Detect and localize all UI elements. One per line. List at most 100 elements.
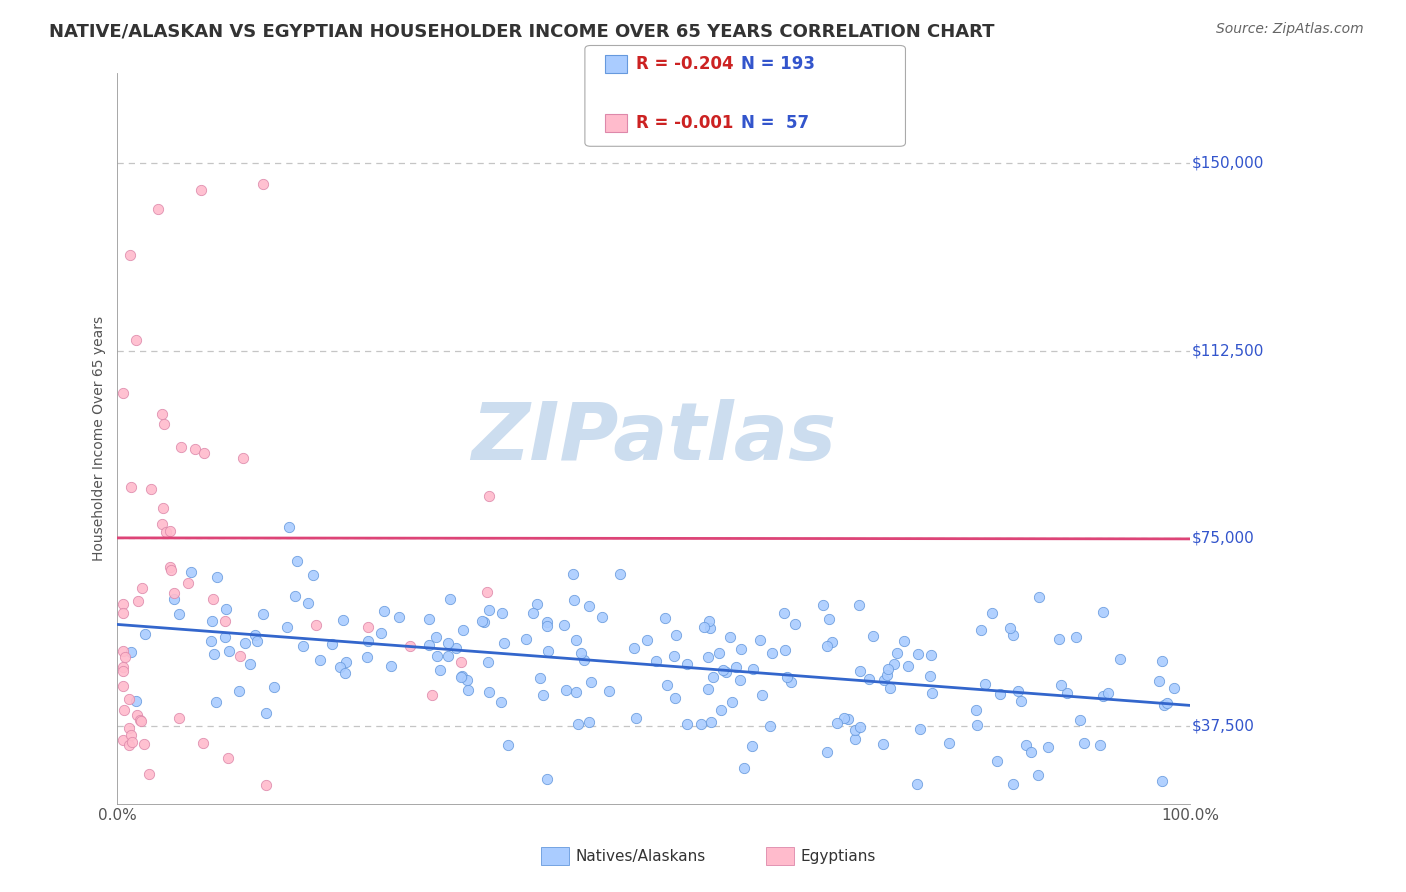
Text: R = -0.001: R = -0.001 (636, 114, 733, 132)
Point (980, 606, 1002, 620)
Point (697, 614, 720, 628)
Point (329, 660, 352, 674)
Point (232, 450, 254, 465)
Point (228, 684, 250, 698)
Point (202, 648, 225, 662)
Point (844, 723, 866, 737)
Point (127, 708, 149, 723)
Point (1056, 686, 1078, 700)
Point (218, 644, 240, 658)
Point (233, 636, 256, 650)
Point (159, 524, 181, 538)
Point (742, 662, 765, 676)
Point (537, 644, 560, 658)
Point (1064, 631, 1087, 645)
Point (418, 611, 440, 625)
Point (138, 766, 160, 780)
Point (284, 589, 307, 603)
Point (907, 647, 929, 661)
Text: $37,500: $37,500 (1192, 719, 1256, 733)
Point (759, 718, 782, 732)
Point (254, 706, 277, 720)
Point (478, 489, 501, 503)
Point (111, 664, 134, 678)
Text: $112,500: $112,500 (1192, 343, 1264, 359)
Point (702, 670, 724, 684)
Point (965, 703, 987, 717)
Point (1073, 736, 1095, 750)
Point (180, 565, 202, 579)
Point (837, 712, 859, 726)
Point (111, 733, 134, 747)
Point (699, 621, 721, 635)
Point (1147, 674, 1170, 689)
Point (120, 645, 142, 659)
Point (159, 560, 181, 574)
Point (676, 717, 699, 731)
Point (118, 248, 141, 262)
Point (748, 632, 770, 647)
Point (564, 632, 586, 647)
Point (472, 615, 495, 630)
Point (456, 673, 478, 688)
Point (202, 592, 225, 607)
Point (1021, 745, 1043, 759)
Text: Egyptians: Egyptians (800, 849, 876, 863)
Point (773, 643, 796, 657)
Point (662, 648, 685, 663)
Point (1038, 739, 1060, 754)
Point (287, 554, 309, 568)
Point (333, 666, 356, 681)
Point (193, 445, 215, 459)
Point (876, 668, 898, 682)
Point (335, 656, 357, 670)
Point (751, 688, 773, 702)
Point (439, 591, 461, 606)
Point (437, 636, 460, 650)
Point (263, 680, 285, 694)
Point (127, 594, 149, 608)
Text: $150,000: $150,000 (1192, 155, 1264, 170)
Point (239, 657, 262, 671)
Point (125, 694, 148, 708)
Point (1047, 632, 1070, 647)
Point (111, 597, 134, 611)
Point (214, 615, 236, 629)
Point (741, 739, 763, 754)
Point (623, 641, 645, 656)
Point (877, 663, 900, 677)
Point (973, 677, 995, 691)
Point (536, 772, 558, 786)
Point (720, 695, 742, 709)
Point (170, 440, 193, 454)
Point (773, 606, 796, 620)
Point (858, 672, 880, 686)
Point (471, 614, 494, 628)
Point (886, 646, 908, 660)
Point (710, 703, 733, 717)
Point (817, 611, 839, 625)
Point (146, 202, 169, 216)
Point (492, 636, 515, 650)
Point (163, 591, 186, 606)
Point (1109, 652, 1132, 666)
Point (920, 648, 942, 663)
Point (761, 646, 783, 660)
Point (522, 606, 544, 620)
Point (883, 657, 905, 671)
Point (200, 633, 222, 648)
Point (862, 629, 884, 643)
Point (118, 738, 141, 752)
Point (776, 670, 799, 684)
Point (489, 695, 512, 709)
Point (1092, 690, 1115, 704)
Point (129, 713, 152, 727)
Point (718, 630, 741, 644)
Point (579, 675, 602, 690)
Point (1163, 681, 1185, 695)
Point (243, 628, 266, 642)
Point (160, 563, 183, 577)
Text: NATIVE/ALASKAN VS EGYPTIAN HOUSEHOLDER INCOME OVER 65 YEARS CORRELATION CHART: NATIVE/ALASKAN VS EGYPTIAN HOUSEHOLDER I… (49, 22, 994, 40)
Point (780, 674, 803, 689)
Point (1028, 591, 1050, 605)
